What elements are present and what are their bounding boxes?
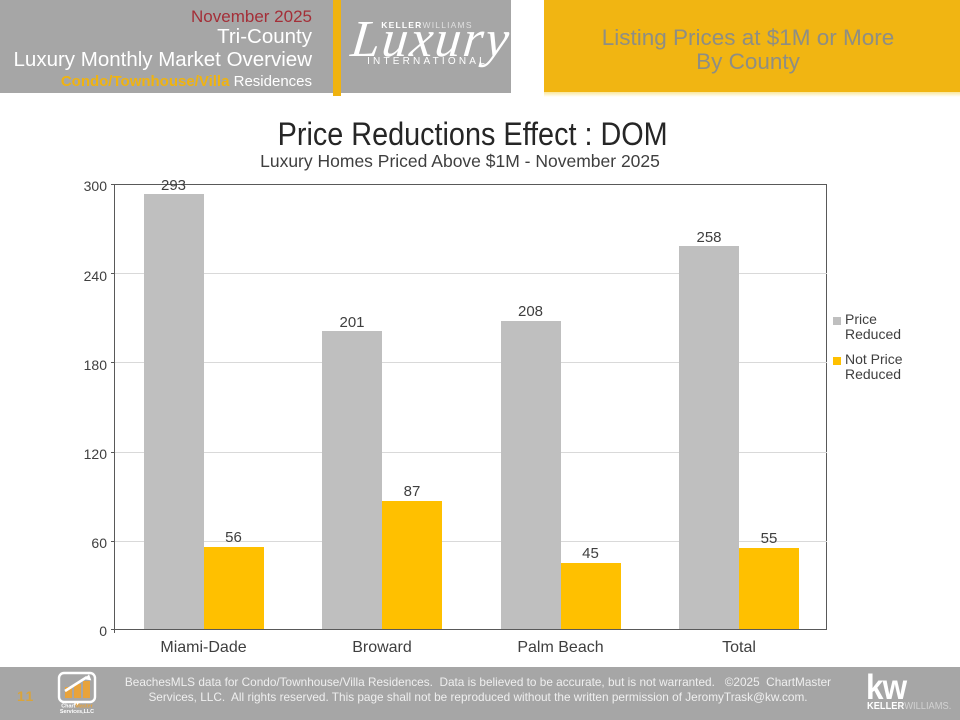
svg-text:ChartMaster: ChartMaster (61, 704, 93, 710)
svg-text:Services,LLC: Services,LLC (60, 709, 94, 715)
